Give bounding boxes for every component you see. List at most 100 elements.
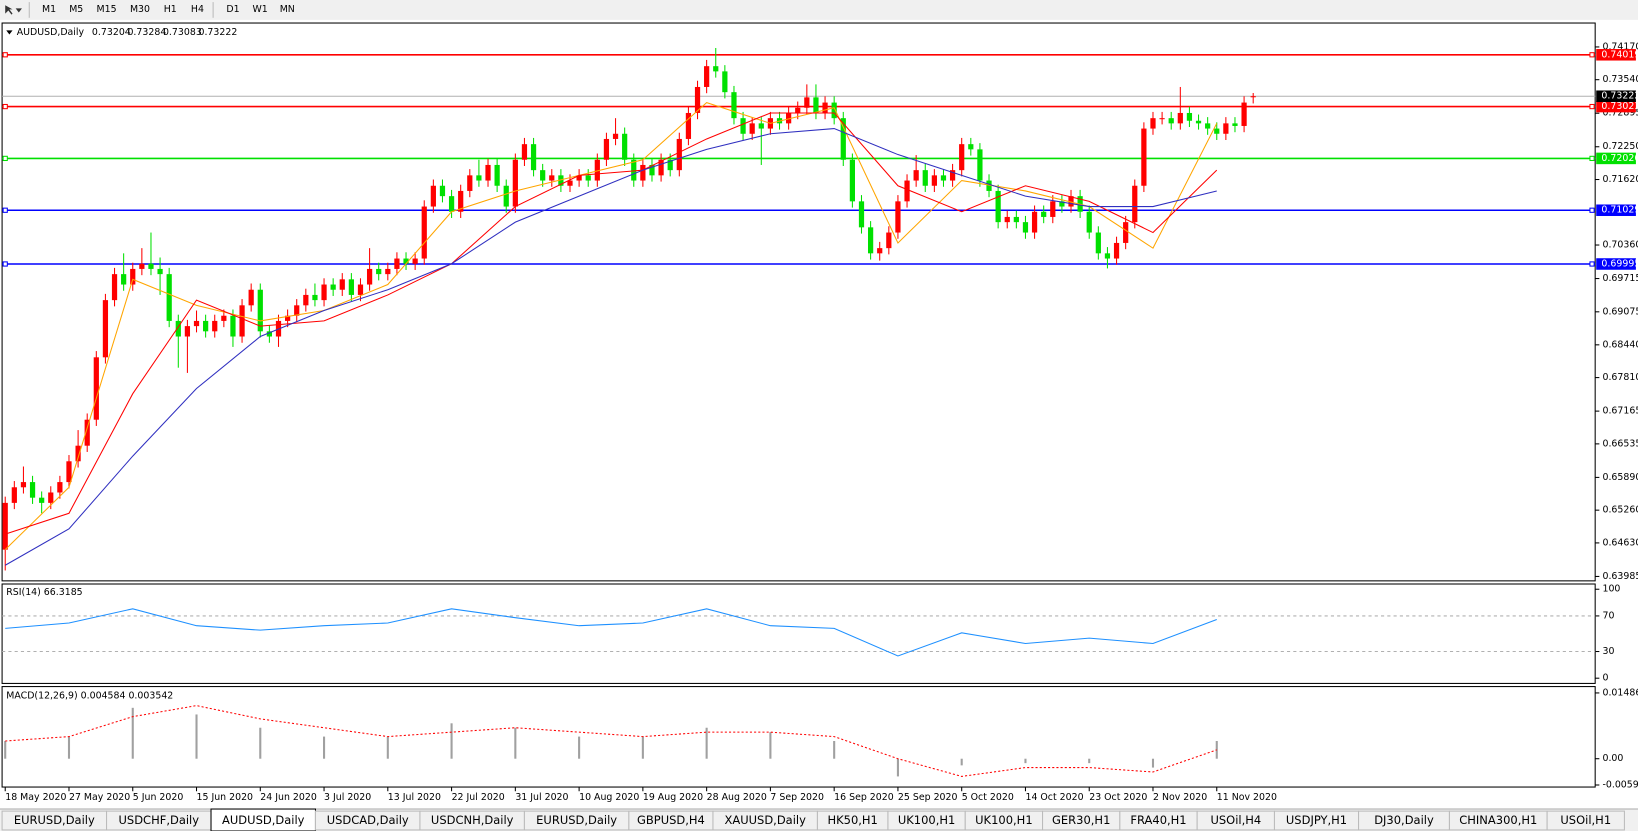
candle-body — [603, 138, 610, 160]
macd-bar — [1088, 758, 1091, 764]
level-tag-label: 0.72026 — [1601, 153, 1638, 164]
candle-body — [1186, 112, 1193, 121]
tab-label[interactable]: USOil,H4 — [1210, 813, 1261, 827]
y-tick-label: 0.67165 — [1602, 406, 1638, 417]
y-tick-label: 0.69715 — [1602, 273, 1638, 284]
candle-body — [959, 144, 965, 171]
y-tick-label: 0.68440 — [1602, 339, 1638, 350]
candle-body — [2, 502, 8, 550]
level-handle — [1589, 207, 1595, 213]
candle-body — [1141, 128, 1147, 186]
candle-body — [740, 118, 746, 134]
candle-body — [284, 315, 291, 321]
y-tick-label: -0.005938 — [1602, 779, 1638, 790]
candle-body — [212, 320, 218, 332]
candle-body — [421, 206, 427, 259]
level-tag — [1596, 152, 1636, 165]
candle-body — [403, 258, 409, 264]
candle-body — [822, 102, 828, 113]
level-handle — [2, 155, 8, 162]
tab-label[interactable]: EURUSD,Daily — [14, 813, 95, 827]
tab-label[interactable]: UK100,H1 — [898, 813, 955, 827]
candle-body — [48, 492, 54, 503]
candle-body — [895, 201, 901, 233]
level-handle — [1589, 103, 1595, 110]
candle-body — [694, 86, 701, 113]
tab-label[interactable]: AUDUSD,Daily — [222, 813, 305, 827]
candle-body — [412, 258, 418, 264]
timeframe-button[interactable]: H4 — [191, 4, 204, 15]
candle-body — [949, 170, 956, 181]
tab-label[interactable]: USDCAD,Daily — [327, 813, 409, 827]
candle-body — [385, 268, 391, 275]
tab-label[interactable]: HK50,H1 — [827, 813, 877, 827]
candle-body — [1022, 222, 1029, 233]
candle-body — [1159, 118, 1165, 120]
candle-body — [658, 159, 664, 176]
y-tick-label: 0.71620 — [1602, 174, 1638, 185]
x-tick-label: 11 Nov 2020 — [1217, 792, 1277, 803]
tab-label[interactable]: USDCHF,Daily — [119, 813, 200, 827]
timeframe-button[interactable]: D1 — [226, 4, 239, 15]
tab-label[interactable]: GER30,H1 — [1052, 813, 1110, 827]
candle-body — [376, 268, 382, 275]
candle-body — [348, 279, 354, 295]
candle-body — [804, 97, 810, 108]
candle-body — [1004, 216, 1010, 223]
y-tick-label: 0.65890 — [1602, 472, 1638, 483]
level-handle — [2, 52, 8, 58]
macd-panel — [1, 686, 1596, 788]
tab-label[interactable]: USDJPY,H1 — [1286, 813, 1347, 827]
header-close: 0.73222 — [198, 27, 237, 38]
y-tick-label: 0.73540 — [1602, 74, 1638, 85]
tab-label[interactable]: DJ30,Daily — [1374, 813, 1434, 827]
candle-body — [11, 487, 17, 503]
candle-body — [321, 284, 327, 301]
timeframe-button[interactable]: M1 — [42, 4, 56, 15]
timeframe-button[interactable]: MN — [280, 4, 295, 15]
candle-body — [795, 107, 801, 113]
tab-label[interactable]: USDCNH,Daily — [431, 813, 514, 827]
timeframe-button[interactable]: M30 — [130, 4, 150, 15]
timeframe-button[interactable]: M15 — [97, 4, 117, 15]
current-price-label: 0.73222 — [1601, 91, 1638, 102]
candle-body — [940, 175, 947, 181]
timeframe-button[interactable]: H1 — [164, 4, 177, 15]
candle-body — [294, 305, 300, 316]
tab-label[interactable]: GBPUSD,H4 — [637, 813, 705, 827]
y-tick-label: 0.66535 — [1602, 438, 1638, 449]
candle-body — [540, 170, 546, 181]
candle-body — [1232, 123, 1238, 126]
rsi-line — [5, 608, 1217, 657]
header-high: 0.73284 — [127, 27, 166, 38]
tab-label[interactable]: CHINA300,H1 — [1459, 813, 1537, 827]
macd-bar — [514, 727, 517, 759]
candle-body — [1250, 96, 1256, 98]
candle-body — [931, 175, 937, 186]
candle-body — [1031, 211, 1038, 233]
tab-label[interactable]: FRA40,H1 — [1130, 813, 1186, 827]
candle-body — [831, 102, 837, 119]
x-tick-label: 18 May 2020 — [5, 792, 66, 803]
candle-body — [39, 497, 45, 503]
x-tick-label: 10 Aug 2020 — [579, 792, 639, 803]
macd-bar — [67, 736, 71, 759]
tab-label[interactable]: XAUUSD,Daily — [724, 813, 806, 827]
toolbar — [0, 0, 1638, 20]
tab-label[interactable]: EURUSD,Daily — [536, 813, 617, 827]
candle-body — [29, 482, 36, 498]
y-tick-label: 0.70360 — [1602, 240, 1638, 251]
tab-label[interactable]: USOil,H1 — [1560, 813, 1611, 827]
timeframe-button[interactable]: M5 — [69, 4, 83, 15]
x-tick-label: 7 Sep 2020 — [770, 792, 824, 803]
candle-body — [175, 320, 181, 337]
candle-body — [84, 419, 90, 446]
tab-label[interactable]: UK100,H1 — [975, 813, 1032, 827]
x-tick-label: 2 Nov 2020 — [1153, 792, 1207, 803]
candle-body — [722, 71, 728, 93]
tab[interactable] — [1546, 810, 1625, 831]
candle-body — [1205, 123, 1211, 129]
timeframe-button[interactable]: W1 — [252, 4, 267, 15]
candle-body — [230, 315, 236, 337]
